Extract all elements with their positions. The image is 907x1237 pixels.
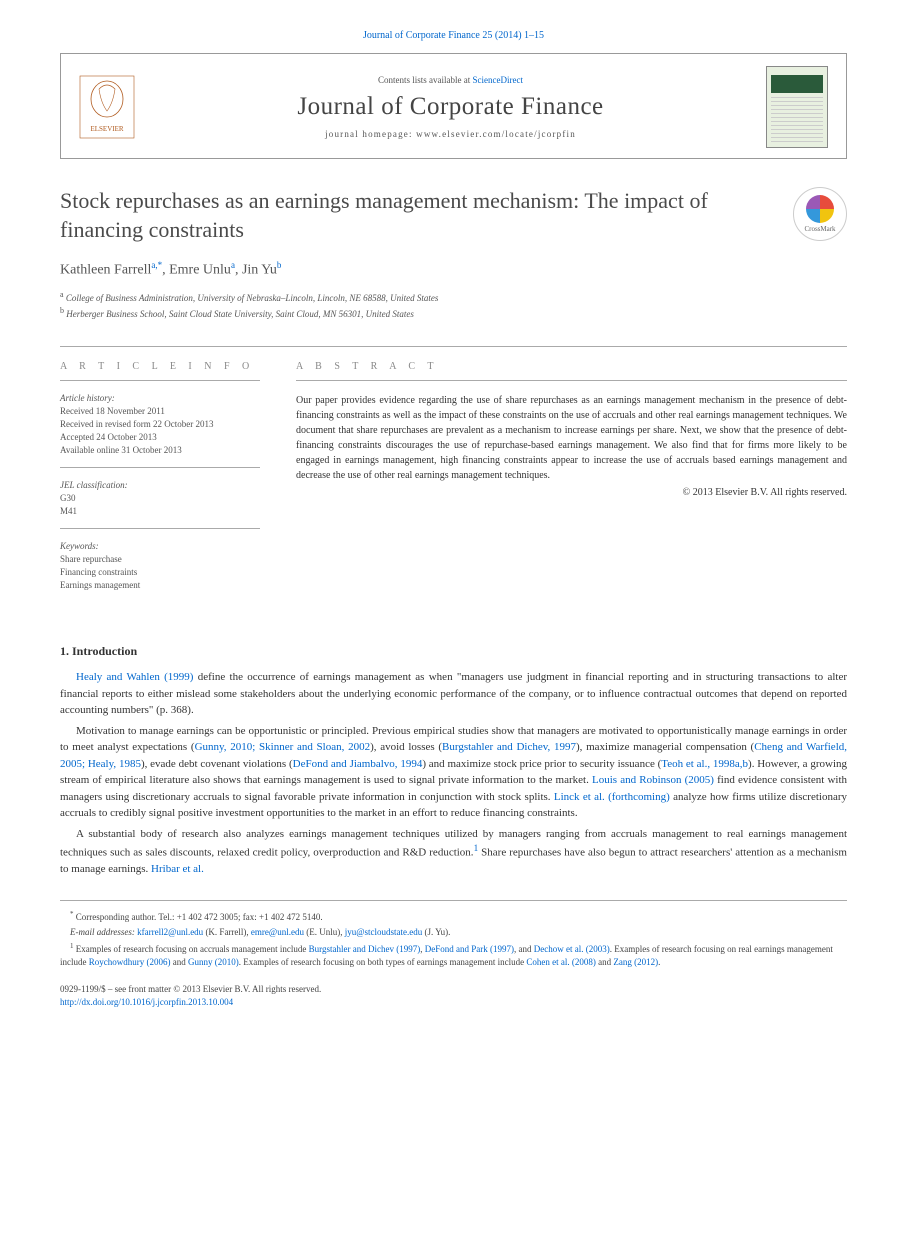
keyword-1: Share repurchase	[60, 553, 260, 566]
email-farrell[interactable]: kfarrell2@unl.edu	[137, 927, 203, 937]
article-info-column: A R T I C L E I N F O Article history: R…	[60, 361, 260, 614]
author-1: Kathleen Farrell	[60, 263, 151, 278]
email-label: E-mail addresses:	[70, 927, 135, 937]
cite-fn-roychowdhury[interactable]: Roychowdhury (2006)	[89, 957, 171, 967]
fn1-m6: and	[596, 957, 614, 967]
cite-fn-zang[interactable]: Zang (2012)	[613, 957, 658, 967]
history-revised: Received in revised form 22 October 2013	[60, 418, 260, 431]
svg-text:ELSEVIER: ELSEVIER	[90, 125, 123, 133]
email-unlu[interactable]: emre@unl.edu	[251, 927, 304, 937]
history-online: Available online 31 October 2013	[60, 444, 260, 457]
e2-who: (E. Unlu),	[304, 927, 345, 937]
jel-block: JEL classification: G30 M41	[60, 480, 260, 529]
footnote-1: 1 Examples of research focusing on accru…	[60, 941, 847, 969]
doi-link[interactable]: http://dx.doi.org/10.1016/j.jcorpfin.201…	[60, 997, 233, 1007]
cite-fn-dechow[interactable]: Dechow et al. (2003)	[534, 944, 610, 954]
p2-t4: ), evade debt covenant violations (	[141, 758, 293, 770]
keyword-3: Earnings management	[60, 579, 260, 592]
fn1-m4: and	[171, 957, 189, 967]
journal-homepage: journal homepage: www.elsevier.com/locat…	[151, 129, 750, 139]
cite-healy-wahlen-1999[interactable]: Healy and Wahlen (1999)	[76, 671, 193, 683]
cite-fn-defond-park[interactable]: DeFond and Park (1997)	[425, 944, 514, 954]
author-3-affil-link[interactable]: b	[277, 260, 282, 270]
header-reference-link[interactable]: Journal of Corporate Finance 25 (2014) 1…	[363, 30, 544, 41]
section-1-heading: 1. Introduction	[60, 644, 847, 659]
elsevier-logo: ELSEVIER	[79, 75, 135, 139]
journal-header-box: ELSEVIER Contents lists available at Sci…	[60, 53, 847, 159]
issn-copyright: 0929-1199/$ – see front matter © 2013 El…	[60, 983, 847, 996]
keywords-block: Keywords: Share repurchase Financing con…	[60, 541, 260, 602]
abstract-heading: A B S T R A C T	[296, 361, 847, 381]
cite-gunny-skinner[interactable]: Gunny, 2010; Skinner and Sloan, 2002	[195, 741, 371, 753]
abstract-copyright: © 2013 Elsevier B.V. All rights reserved…	[296, 487, 847, 498]
e3-who: (J. Yu).	[422, 927, 450, 937]
journal-cover-thumbnail	[766, 66, 828, 148]
cite-teoh[interactable]: Teoh et al., 1998a,b	[661, 758, 748, 770]
cite-fn-burgstahler[interactable]: Burgstahler and Dichev (1997)	[309, 944, 421, 954]
history-label: Article history:	[60, 393, 260, 403]
fn1-m2: , and	[514, 944, 534, 954]
corresponding-author-note: * Corresponding author. Tel.: +1 402 472…	[60, 909, 847, 924]
fn1-pre: Examples of research focusing on accrual…	[76, 944, 309, 954]
header-center: Contents lists available at ScienceDirec…	[151, 75, 750, 139]
abstract-column: A B S T R A C T Our paper provides evide…	[296, 361, 847, 614]
author-2: , Emre Unlu	[162, 263, 231, 278]
abstract-text: Our paper provides evidence regarding th…	[296, 393, 847, 483]
cite-defond-jiambalvo[interactable]: DeFond and Jiambalvo, 1994	[293, 758, 423, 770]
crossmark-label: CrossMark	[804, 225, 835, 233]
author-list: Kathleen Farrella,*, Emre Unlua, Jin Yub	[60, 260, 847, 279]
email-yu[interactable]: jyu@stcloudstate.edu	[345, 927, 423, 937]
intro-para-3: A substantial body of research also anal…	[60, 826, 847, 878]
affiliation-b: Herberger Business School, Saint Cloud S…	[66, 309, 414, 319]
keywords-label: Keywords:	[60, 541, 260, 551]
fn1-m7: .	[658, 957, 660, 967]
intro-para-1: Healy and Wahlen (1999) define the occur…	[60, 669, 847, 719]
footnotes: * Corresponding author. Tel.: +1 402 472…	[60, 900, 847, 969]
article-title: Stock repurchases as an earnings managem…	[60, 187, 773, 244]
intro-para-2: Motivation to manage earnings can be opp…	[60, 723, 847, 822]
contents-prefix: Contents lists available at	[378, 75, 472, 85]
affiliation-a: College of Business Administration, Univ…	[66, 293, 439, 303]
cite-burgstahler-dichev[interactable]: Burgstahler and Dichev, 1997	[442, 741, 576, 753]
jel-code-1: G30	[60, 492, 260, 505]
keyword-2: Financing constraints	[60, 566, 260, 579]
cite-fn-cohen[interactable]: Cohen et al. (2008)	[526, 957, 595, 967]
article-info-heading: A R T I C L E I N F O	[60, 361, 260, 381]
crossmark-icon	[806, 195, 834, 223]
corr-text: Corresponding author. Tel.: +1 402 472 3…	[76, 912, 323, 922]
fn1-m5: . Examples of research focusing on both …	[239, 957, 527, 967]
history-accepted: Accepted 24 October 2013	[60, 431, 260, 444]
cite-linck[interactable]: Linck et al. (forthcoming)	[554, 791, 670, 803]
jel-label: JEL classification:	[60, 480, 260, 490]
journal-name: Journal of Corporate Finance	[151, 93, 750, 121]
author-3: , Jin Yu	[235, 263, 277, 278]
p2-t5: ) and maximize stock price prior to secu…	[422, 758, 661, 770]
header-reference: Journal of Corporate Finance 25 (2014) 1…	[60, 30, 847, 41]
e1-who: (K. Farrell),	[203, 927, 251, 937]
cite-hribar[interactable]: Hribar et al.	[151, 863, 204, 875]
affiliations: a College of Business Administration, Un…	[60, 289, 847, 322]
sciencedirect-link[interactable]: ScienceDirect	[473, 75, 523, 85]
front-matter-block: 0929-1199/$ – see front matter © 2013 El…	[60, 983, 847, 1008]
jel-code-2: M41	[60, 505, 260, 518]
p2-t3: ), maximize managerial compensation (	[576, 741, 754, 753]
article-history-block: Article history: Received 18 November 20…	[60, 393, 260, 468]
p2-t2: ), avoid losses (	[370, 741, 442, 753]
cite-louis-robinson[interactable]: Louis and Robinson (2005)	[592, 774, 714, 786]
crossmark-badge[interactable]: CrossMark	[793, 187, 847, 241]
cite-fn-gunny[interactable]: Gunny (2010)	[188, 957, 239, 967]
contents-line: Contents lists available at ScienceDirec…	[151, 75, 750, 85]
history-received: Received 18 November 2011	[60, 405, 260, 418]
email-addresses-note: E-mail addresses: kfarrell2@unl.edu (K. …	[60, 926, 847, 939]
